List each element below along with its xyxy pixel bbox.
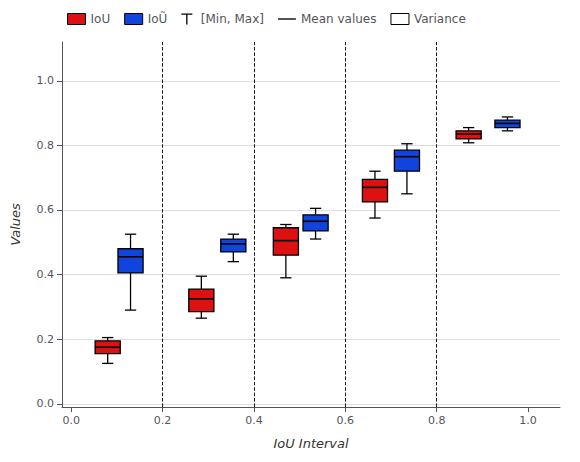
svg-text:1.0: 1.0	[37, 74, 55, 87]
svg-text:0.2: 0.2	[154, 414, 172, 427]
svg-text:0.6: 0.6	[337, 414, 355, 427]
svg-text:Variance: Variance	[414, 12, 466, 26]
svg-text:0.8: 0.8	[428, 414, 446, 427]
svg-text:IoŨ: IoŨ	[148, 11, 168, 26]
svg-text:0.4: 0.4	[37, 268, 55, 281]
svg-text:Mean values: Mean values	[301, 12, 377, 26]
svg-text:0.6: 0.6	[37, 203, 55, 216]
svg-text:IoU Interval: IoU Interval	[273, 436, 349, 451]
svg-text:0.8: 0.8	[37, 139, 55, 152]
svg-text:[Min, Max]: [Min, Max]	[201, 12, 264, 26]
svg-text:Values: Values	[8, 203, 23, 246]
svg-text:1.0: 1.0	[519, 414, 537, 427]
svg-text:IoU: IoU	[91, 12, 111, 26]
svg-text:0.0: 0.0	[37, 397, 55, 410]
svg-text:0.2: 0.2	[37, 333, 55, 346]
svg-text:0.4: 0.4	[245, 414, 263, 427]
svg-text:0.0: 0.0	[62, 414, 80, 427]
